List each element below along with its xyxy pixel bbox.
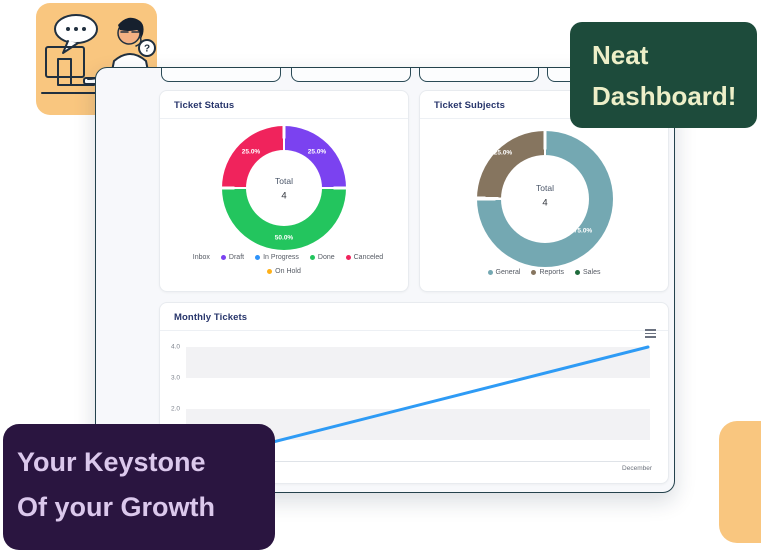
legend-dot [309, 255, 315, 260]
legend-item[interactable]: General [487, 269, 520, 276]
toolbar-pill[interactable] [291, 68, 411, 82]
legend-dot [531, 270, 537, 275]
divider [160, 118, 408, 119]
y-axis-tick: 4.0 [170, 343, 180, 351]
donut-total-label: Total [536, 183, 554, 193]
legend-item[interactable]: In Progress [255, 254, 299, 261]
legend-dot [220, 255, 226, 260]
legend-dot [345, 255, 351, 260]
ticket-status-card: Ticket Status 25.0% 50.0% 25.0% Total 4 … [159, 90, 409, 292]
keystone-badge: Your Keystone Of your Growth [3, 424, 275, 550]
legend-dot [255, 255, 261, 260]
legend: General Reports Sales [420, 269, 668, 276]
x-axis-line [186, 461, 650, 462]
legend-item[interactable]: Inbox [184, 254, 210, 261]
y-axis-tick: 3.0 [170, 374, 180, 382]
dashboard-window: Ticket Status 25.0% 50.0% 25.0% Total 4 … [95, 67, 675, 493]
ticket-subjects-donut-chart[interactable] [477, 131, 613, 267]
segment-label: 75.0% [573, 227, 593, 235]
toolbar-pill[interactable] [161, 68, 281, 82]
legend: Inbox Draft In Progress Done Canceled [160, 254, 408, 261]
badge-line: Of your Growth [17, 492, 215, 522]
badge-line: Dashboard! [592, 81, 737, 111]
legend-dot [574, 270, 580, 275]
card-title: Ticket Subjects [434, 100, 506, 111]
legend: On Hold [160, 268, 408, 275]
segment-label: 25.0% [241, 148, 261, 156]
divider [160, 330, 668, 331]
y-axis-tick: 2.0 [170, 405, 180, 413]
card-title: Ticket Status [174, 100, 235, 111]
ticket-status-donut-chart[interactable] [222, 126, 346, 250]
legend-item[interactable]: Canceled [345, 254, 383, 261]
legend-item[interactable]: On Hold [267, 268, 301, 275]
chart-menu-icon[interactable] [645, 329, 656, 340]
neat-dashboard-badge: Neat Dashboard! [570, 22, 757, 128]
segment-label: 50.0% [274, 234, 294, 242]
legend-item[interactable]: Draft [220, 254, 244, 261]
donut-total-label: Total [275, 176, 293, 186]
legend-item[interactable]: Reports [531, 269, 564, 276]
donut-hole [246, 150, 322, 226]
segment-label: 25.0% [493, 149, 513, 157]
legend-item[interactable]: Sales [574, 269, 600, 276]
card-title: Monthly Tickets [174, 312, 248, 323]
legend-dot [267, 269, 273, 274]
donut-total-value: 4 [542, 197, 548, 209]
toolbar-pill[interactable] [419, 68, 539, 82]
badge-line: Neat [592, 40, 649, 70]
segment-label: 25.0% [307, 148, 327, 156]
svg-text:?: ? [144, 44, 150, 55]
divider [420, 118, 668, 119]
donut-hole [501, 155, 589, 243]
legend-dot [184, 255, 190, 260]
question-bubble-icon [138, 39, 156, 57]
decorative-square [719, 421, 761, 543]
hair [118, 17, 144, 39]
badge-line: Your Keystone [17, 447, 206, 477]
x-axis-tick: December [622, 465, 652, 472]
legend-item[interactable]: Done [309, 254, 335, 261]
grid-band [186, 347, 650, 378]
legend-dot [487, 270, 493, 275]
donut-total-value: 4 [281, 190, 287, 202]
